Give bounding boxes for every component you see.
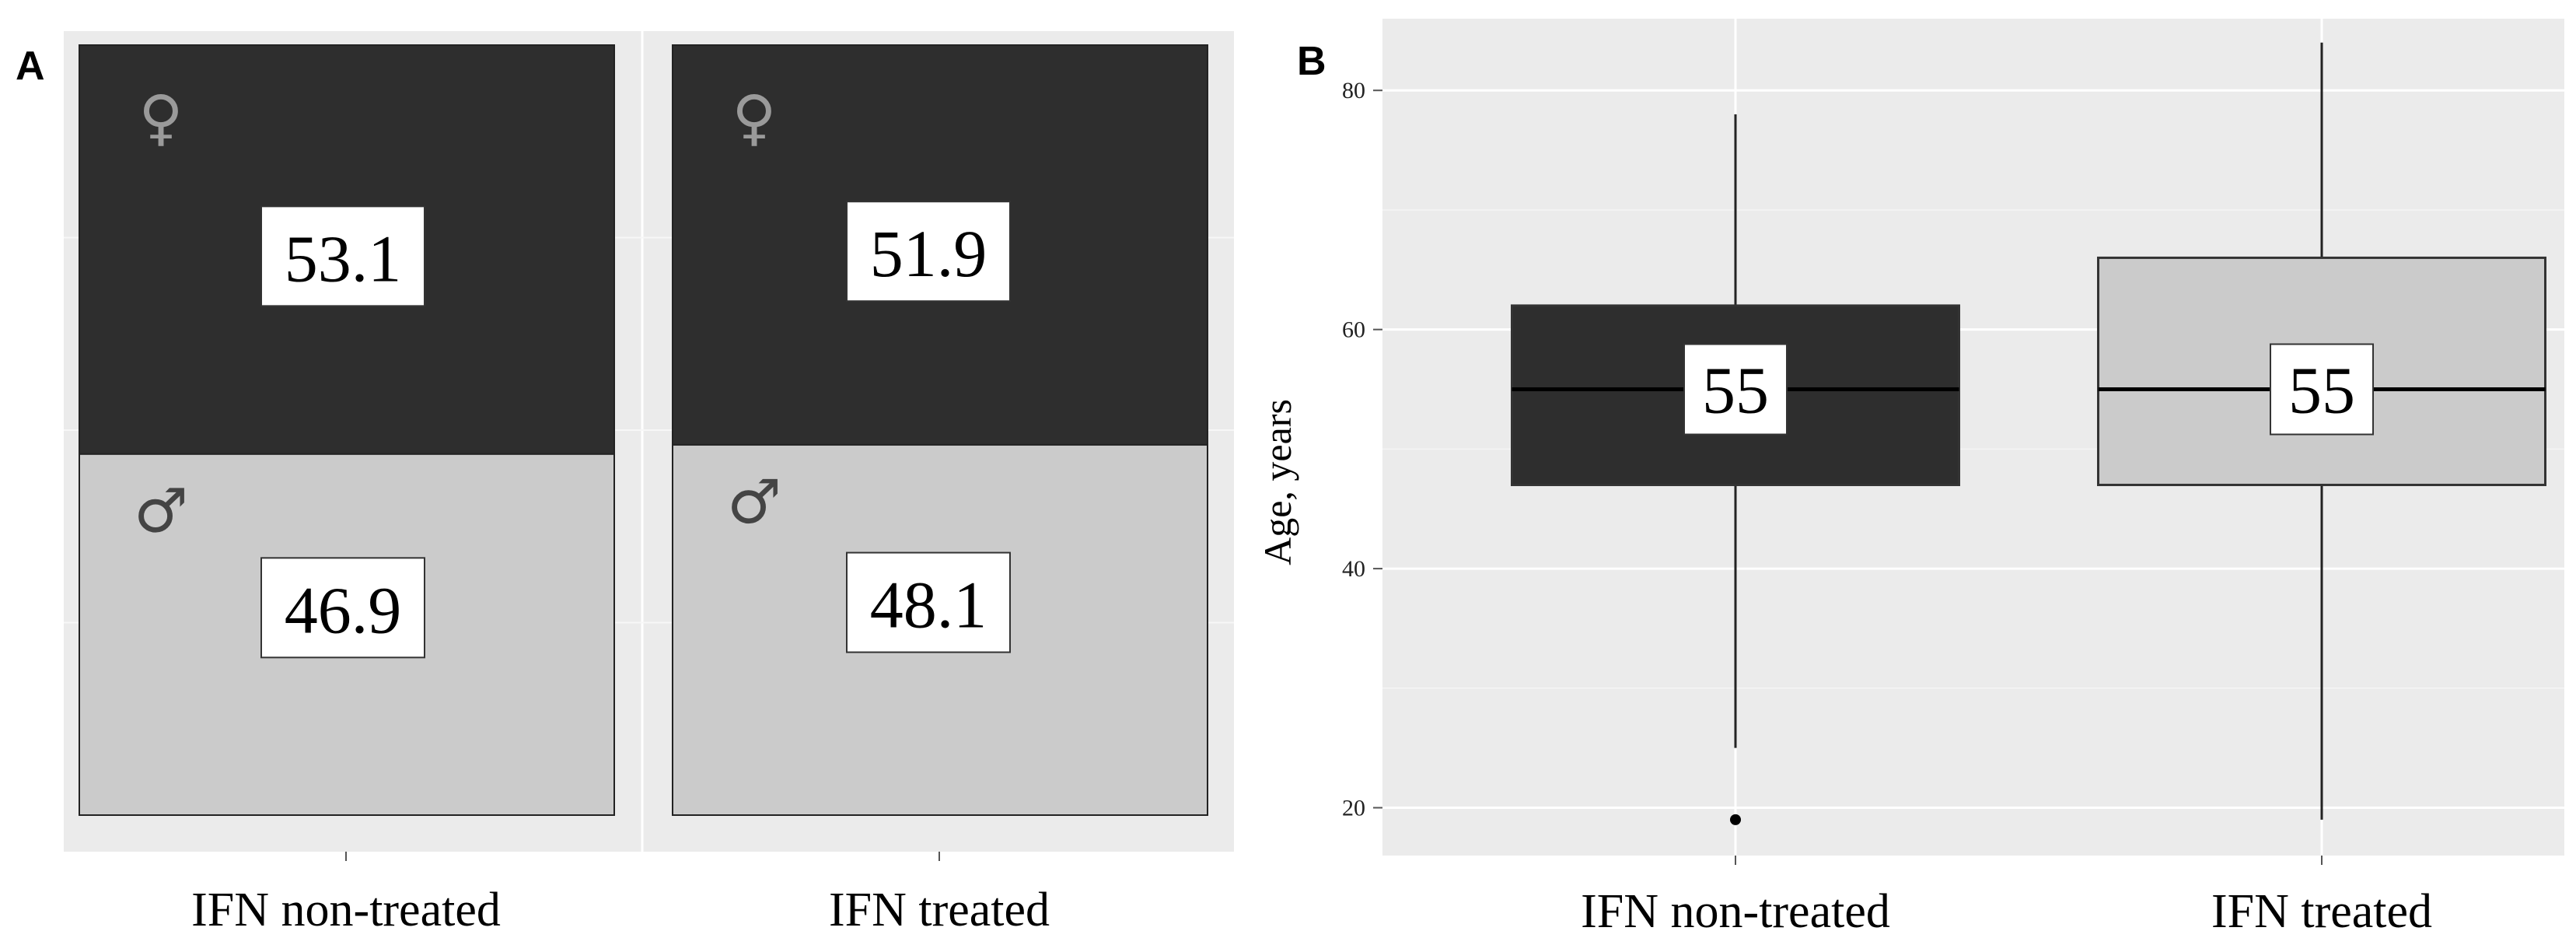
x-tick-label: IFN non-treated [1581,885,1890,938]
outlier-point [1730,814,1741,825]
data-label-female-box [846,201,1011,303]
panel-b-y-axis-title: Age, years [1256,399,1299,565]
data-label-male-box [260,557,425,659]
data-label-male: 48.1 [870,568,987,642]
panel-a: ♀♂53.146.9♀♂51.948.1 IFN non-treated IFN … [16,31,1234,936]
y-tick-label: 80 [1342,78,1365,103]
y-tick-label: 40 [1342,556,1365,582]
data-label-female: 53.1 [285,221,402,296]
median-label: 55 [2288,353,2355,428]
panel-a-bars: ♀ ♂ 53.1 46.9 ♀ ♂ 51.9 48.1 [79,44,1208,816]
median-label: 55 [1702,353,1769,428]
panel-b-y-axis: 20 40 60 80 [1342,78,1382,821]
data-label-female-box [260,205,425,307]
median-label-box [2270,343,2374,436]
x-tick-label: IFN non-treated [191,884,501,936]
y-tick-label: 60 [1342,317,1365,343]
panel-b-x-ticks: IFN non-treated IFN treated [1581,856,2432,938]
x-tick-label: IFN treated [2211,885,2432,938]
data-label-female: 51.9 [870,216,987,291]
median-label-box [1683,343,1788,436]
female-symbol-icon: ♀ [138,83,183,153]
male-symbol-icon: ♂ [134,477,188,547]
female-symbol-icon: ♀ [732,83,776,153]
panel-b: 20 40 60 80 55 55 IFN non-treated IFN treated… [1256,19,2564,938]
y-tick-label: 20 [1342,796,1365,821]
data-label-male: 46.9 [285,572,402,647]
panel-b-boxes: 55 55 [1511,42,2546,825]
panel-a-x-ticks: IFN non-treated IFN treated [191,852,1050,936]
x-tick-label: IFN treated [829,884,1050,936]
male-symbol-icon: ♂ [727,467,781,537]
panel-a-letter: A [16,44,45,89]
data-label-male-box [846,551,1011,653]
panel-b-letter: B [1297,39,1326,84]
